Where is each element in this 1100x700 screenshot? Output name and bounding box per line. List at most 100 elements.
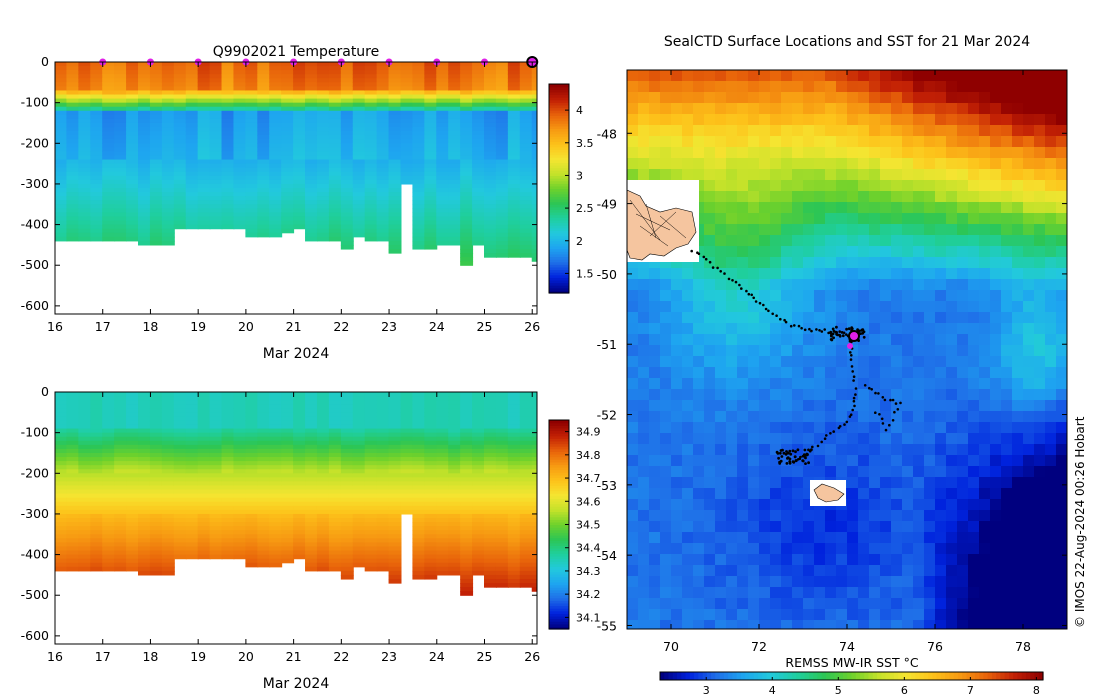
depth-cell: [436, 461, 450, 466]
depth-cell: [114, 538, 128, 543]
depth-cell: [78, 473, 92, 478]
depth-cell: [376, 440, 390, 446]
depth-cell: [185, 204, 199, 209]
depth-cell: [352, 392, 366, 397]
depth-cell: [316, 412, 330, 417]
depth-cell: [209, 62, 223, 67]
depth-cell: [436, 212, 450, 218]
depth-cell: [305, 212, 318, 218]
sst-cell: [759, 290, 771, 302]
depth-cell: [161, 485, 175, 491]
depth-cell: [269, 106, 283, 112]
colorbar-step: [549, 243, 569, 247]
depth-cell: [245, 505, 259, 511]
sst-cell: [627, 70, 639, 82]
depth-cell: [472, 448, 485, 454]
depth-cell: [102, 143, 116, 148]
colorbar-tick-label: 2: [576, 235, 583, 248]
depth-cell: [507, 62, 521, 67]
depth-cell: [221, 139, 235, 144]
depth-cell: [305, 497, 318, 503]
depth-cell: [245, 82, 259, 87]
depth-cell: [305, 562, 318, 568]
colorbar-step: [549, 508, 569, 513]
sst-cell: [1023, 92, 1035, 104]
depth-cell: [293, 183, 307, 189]
depth-cell: [245, 135, 259, 140]
depth-cell: [114, 196, 128, 201]
depth-cell: [531, 135, 537, 140]
depth-cell: [102, 98, 116, 104]
sst-cell: [825, 191, 837, 203]
depth-cell: [149, 428, 163, 434]
depth-cell: [352, 192, 366, 197]
depth-cell: [221, 428, 235, 434]
depth-cell: [519, 546, 533, 552]
depth-cell: [126, 505, 140, 511]
depth-cell: [519, 204, 533, 209]
depth-cell: [245, 94, 259, 100]
sst-cell: [990, 268, 1002, 280]
depth-cell: [424, 240, 438, 246]
depth-cell: [352, 127, 366, 132]
depth-cell: [161, 78, 175, 83]
depth-cell: [412, 465, 426, 470]
depth-cell: [269, 501, 283, 507]
depth-cell: [316, 522, 330, 527]
depth-cell: [484, 574, 497, 580]
depth-cell: [328, 562, 342, 568]
depth-cell: [507, 542, 521, 548]
depth-cell: [126, 501, 140, 507]
depth-cell: [400, 416, 414, 422]
depth-cell: [221, 400, 235, 405]
depth-cell: [221, 224, 235, 230]
depth-cell: [436, 163, 450, 169]
depth-cell: [460, 392, 474, 397]
depth-cell: [472, 440, 485, 446]
sst-cell: [638, 334, 650, 346]
depth-cell: [328, 452, 342, 458]
sst-cell: [781, 290, 793, 302]
depth-cell: [185, 542, 199, 548]
depth-cell: [55, 522, 68, 527]
depth-cell: [531, 412, 537, 417]
sst-cell: [913, 191, 925, 203]
depth-cell: [197, 412, 211, 417]
depth-cell: [412, 538, 426, 543]
colorbar-step: [549, 579, 569, 583]
depth-cell: [531, 131, 537, 136]
depth-cell: [293, 155, 307, 161]
depth-cell: [364, 473, 378, 478]
colorbar-tick-label: 34.8: [576, 449, 601, 462]
depth-cell: [531, 167, 537, 173]
depth-cell: [149, 82, 163, 87]
depth-cell: [352, 428, 366, 434]
depth-cell: [328, 428, 342, 434]
depth-cell: [305, 404, 318, 409]
depth-cell: [316, 457, 330, 462]
depth-cell: [138, 155, 151, 161]
depth-cell: [161, 424, 175, 430]
depth-cell: [102, 542, 116, 548]
sst-cell: [913, 279, 925, 291]
sst-cell: [627, 158, 639, 170]
depth-cell: [364, 485, 378, 491]
depth-cell: [269, 163, 283, 169]
sst-cell: [682, 125, 694, 137]
depth-cell: [221, 204, 235, 209]
sst-cell: [682, 103, 694, 115]
depth-cell: [138, 444, 151, 450]
depth-cell: [126, 204, 140, 209]
depth-cell: [328, 404, 342, 409]
sst-cell: [924, 235, 936, 247]
depth-cell: [448, 62, 462, 67]
depth-cell: [507, 228, 521, 234]
depth-cell: [78, 224, 92, 230]
sst-cell: [1034, 180, 1046, 192]
depth-cell: [138, 204, 151, 209]
depth-cell: [55, 440, 68, 446]
depth-cell: [305, 481, 318, 487]
depth-cell: [185, 122, 199, 128]
sst-cell: [638, 81, 650, 93]
sst-cell: [682, 345, 694, 357]
